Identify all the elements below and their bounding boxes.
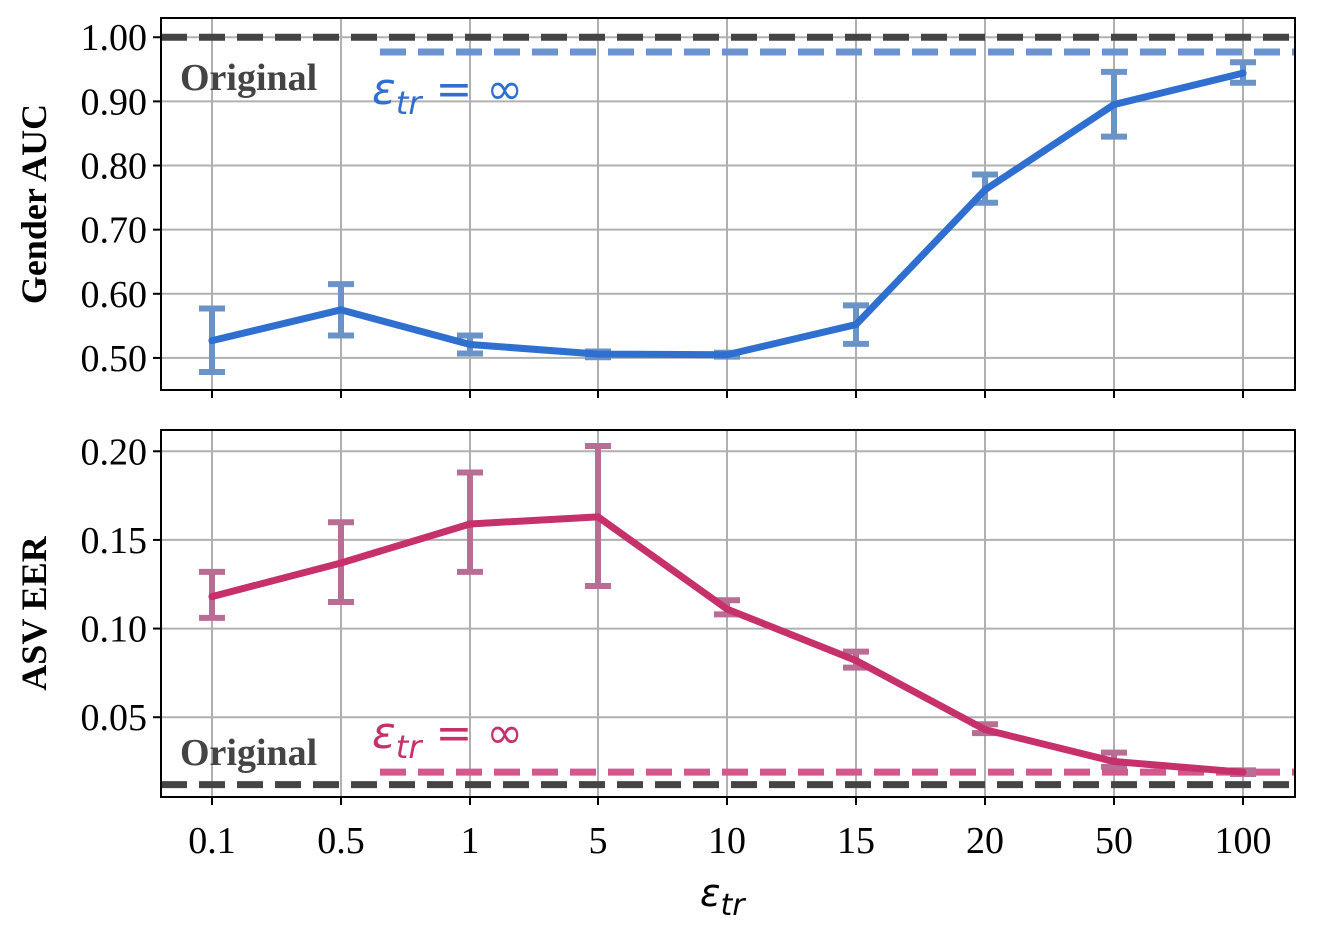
- bottom-epsilon-inf-label: εtr = ∞: [372, 708, 523, 766]
- y-tick-label: 0.90: [81, 81, 148, 123]
- x-tick-label: 1: [461, 820, 480, 862]
- data-point: [466, 520, 474, 528]
- y-tick-label: 0.80: [81, 146, 148, 188]
- data-point: [594, 350, 602, 358]
- data-point: [1239, 69, 1247, 77]
- y-tick-label: 0.60: [81, 274, 148, 316]
- data-point: [852, 656, 860, 664]
- x-axis-label: εtr: [700, 871, 746, 923]
- x-tick-label: 15: [837, 820, 875, 862]
- data-point: [466, 340, 474, 348]
- plot-frame: [160, 17, 1296, 391]
- top-epsilon-inf-label: εtr = ∞: [372, 64, 523, 122]
- x-tick-label: 0.5: [317, 820, 365, 862]
- data-point: [337, 306, 345, 314]
- y-tick-label: 1.00: [81, 17, 148, 59]
- plot-area: [161, 442, 1295, 789]
- y-tick-label: 0.10: [81, 609, 148, 651]
- y-tick-label: 0.05: [81, 697, 148, 739]
- x-tick-label: 5: [589, 820, 608, 862]
- data-point: [723, 351, 731, 359]
- y-axis-label: Gender AUC: [14, 104, 54, 304]
- data-point: [1239, 768, 1247, 776]
- x-tick-label: 20: [966, 820, 1004, 862]
- top-original-label: Original: [180, 57, 317, 99]
- y-tick-label: 0.70: [81, 210, 148, 252]
- data-point: [594, 513, 602, 521]
- data-point: [208, 337, 216, 345]
- plot-frame: [160, 429, 1296, 798]
- bottom-original-label: Original: [180, 732, 317, 774]
- data-point: [981, 726, 989, 734]
- data-point: [981, 186, 989, 194]
- x-tick-label: 10: [708, 820, 746, 862]
- x-tick-label: 0.1: [188, 820, 236, 862]
- x-tick-label: 50: [1095, 820, 1133, 862]
- data-point: [852, 321, 860, 329]
- data-point: [337, 559, 345, 567]
- data-point: [723, 605, 731, 613]
- data-point: [208, 593, 216, 601]
- plot-area: [161, 33, 1295, 376]
- data-point: [1110, 758, 1118, 766]
- y-tick-label: 0.15: [81, 520, 148, 562]
- gender-auc-panel: 0.50 0.60 0.70 0.80 0.90 1.00 Gender AUC: [14, 17, 1296, 398]
- y-tick-label: 0.20: [81, 431, 148, 473]
- y-tick-label: 0.50: [81, 338, 148, 380]
- y-axis-label: ASV EER: [14, 535, 54, 690]
- data-point: [1110, 101, 1118, 109]
- x-tick-label: 100: [1215, 820, 1272, 862]
